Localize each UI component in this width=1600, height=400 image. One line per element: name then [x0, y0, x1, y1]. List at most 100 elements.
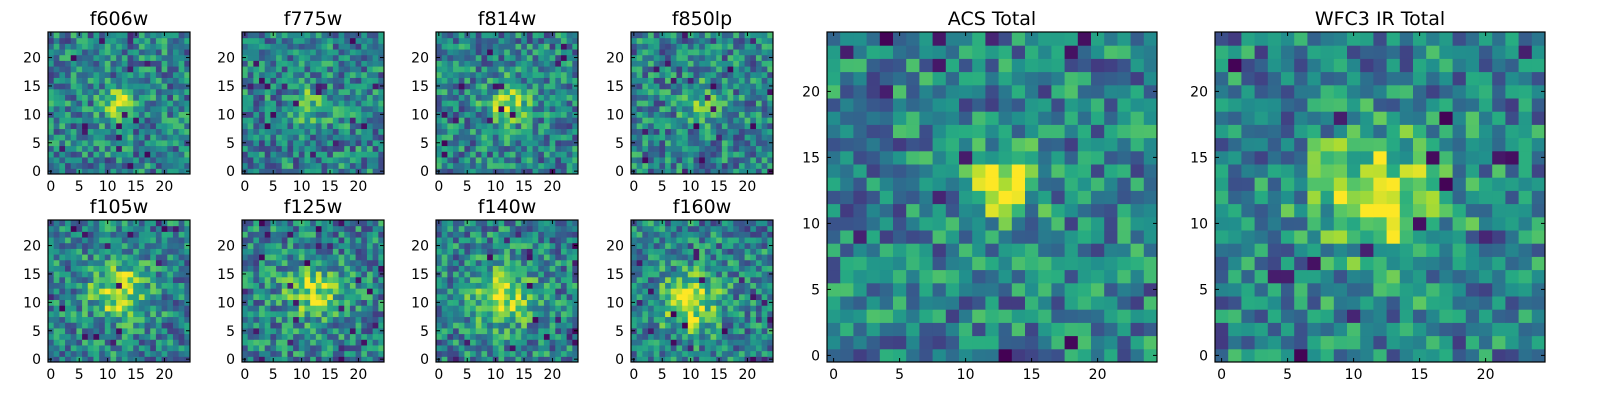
heatmap-cell: [566, 220, 573, 227]
heatmap-cell: [509, 134, 517, 141]
heatmap-cell: [560, 276, 568, 283]
heatmap-cell: [349, 237, 357, 244]
heatmap-cell: [127, 105, 134, 113]
heatmap-cell: [82, 134, 89, 141]
heatmap-cell: [93, 71, 100, 78]
heatmap-cell: [515, 88, 522, 95]
heatmap-cell: [321, 43, 328, 50]
heatmap-cell: [110, 220, 117, 227]
heatmap-cell: [281, 156, 288, 164]
heatmap-cell: [99, 265, 106, 272]
heatmap-cell: [93, 299, 100, 306]
heatmap-cell: [532, 242, 539, 249]
heatmap-cell: [492, 37, 499, 44]
heatmap-cell: [761, 276, 768, 283]
heatmap-cell: [464, 54, 471, 61]
heatmap-cell: [721, 37, 729, 44]
heatmap-cell: [172, 122, 180, 130]
heatmap-cell: [321, 254, 328, 261]
heatmap-cell: [338, 66, 345, 73]
heatmap-cell: [750, 356, 757, 363]
heatmap-cell: [355, 242, 362, 249]
heatmap-cell: [161, 276, 168, 283]
heatmap-cell: [321, 111, 328, 118]
heatmap-cell: [127, 83, 134, 90]
heatmap-cell: [492, 111, 499, 118]
heatmap-cell: [761, 162, 768, 169]
heatmap-cell: [767, 100, 774, 107]
heatmap-cell: [532, 83, 539, 90]
heatmap-cell: [538, 333, 545, 340]
heatmap-cell: [155, 350, 163, 357]
heatmap-cell: [648, 77, 655, 84]
heatmap-cell: [332, 350, 340, 357]
heatmap-cell: [687, 139, 694, 147]
heatmap-cell: [653, 322, 660, 329]
heatmap-cell: [184, 128, 191, 135]
heatmap-cell: [116, 339, 123, 346]
heatmap-cell: [464, 60, 471, 67]
heatmap-cell: [676, 322, 683, 329]
heatmap-cell: [481, 344, 488, 352]
heatmap-cell: [48, 248, 55, 255]
heatmap-cell: [87, 37, 94, 44]
heatmap-cell: [321, 316, 328, 323]
heatmap-cell: [310, 356, 317, 363]
heatmap-cell: [555, 242, 562, 249]
heatmap-cell: [315, 327, 323, 335]
heatmap-cell: [264, 77, 271, 84]
heatmap-cell: [138, 49, 146, 56]
heatmap-cell: [750, 322, 757, 329]
heatmap-cell: [110, 339, 117, 346]
heatmap-cell: [441, 220, 448, 227]
heatmap-cell: [315, 122, 323, 130]
heatmap-cell: [287, 145, 294, 152]
heatmap-cell: [110, 288, 117, 295]
heatmap-cell: [366, 83, 374, 90]
heatmap-cell: [87, 134, 94, 141]
heatmap-cell: [133, 111, 140, 118]
heatmap-cell: [755, 54, 763, 61]
heatmap-cell: [293, 66, 300, 73]
heatmap-cell: [653, 139, 660, 147]
heatmap-cell: [259, 310, 266, 318]
heatmap-cell: [155, 94, 163, 101]
heatmap-cell: [538, 134, 545, 141]
heatmap-cell: [710, 128, 717, 135]
heatmap-cell: [298, 77, 305, 84]
heatmap-cell: [304, 71, 311, 78]
heatmap-cell: [687, 151, 694, 158]
heatmap-cell: [332, 139, 340, 147]
heatmap-cell: [676, 316, 683, 323]
heatmap-cell: [167, 139, 174, 147]
heatmap-cell: [184, 254, 191, 261]
heatmap-cell: [549, 259, 556, 266]
heatmap-cell: [327, 288, 334, 295]
heatmap-cell: [738, 49, 746, 56]
heatmap-cell: [315, 288, 323, 295]
y-tick-label: 5: [615, 136, 624, 152]
heatmap-cell: [767, 310, 774, 318]
heatmap-cell: [498, 168, 505, 175]
heatmap-cell: [509, 43, 517, 50]
heatmap-cell: [133, 162, 140, 169]
heatmap-cell: [372, 54, 379, 61]
heatmap-cell: [682, 151, 689, 158]
heatmap-cell: [447, 77, 454, 84]
heatmap-cell: [687, 117, 694, 124]
heatmap-cell: [65, 248, 72, 255]
heatmap-cell: [332, 66, 340, 73]
heatmap-cell: [470, 83, 477, 90]
heatmap-cell: [287, 83, 294, 90]
heatmap-cell: [144, 134, 151, 141]
heatmap-cell: [549, 254, 556, 261]
heatmap-cell: [344, 339, 351, 346]
heatmap-cell: [93, 122, 100, 130]
heatmap-cell: [99, 60, 106, 67]
heatmap-cell: [636, 293, 643, 301]
heatmap-cell: [344, 327, 351, 335]
heatmap-cell: [242, 122, 249, 130]
heatmap-cell: [475, 356, 482, 363]
heatmap-cell: [710, 339, 717, 346]
heatmap-cell: [293, 128, 300, 135]
